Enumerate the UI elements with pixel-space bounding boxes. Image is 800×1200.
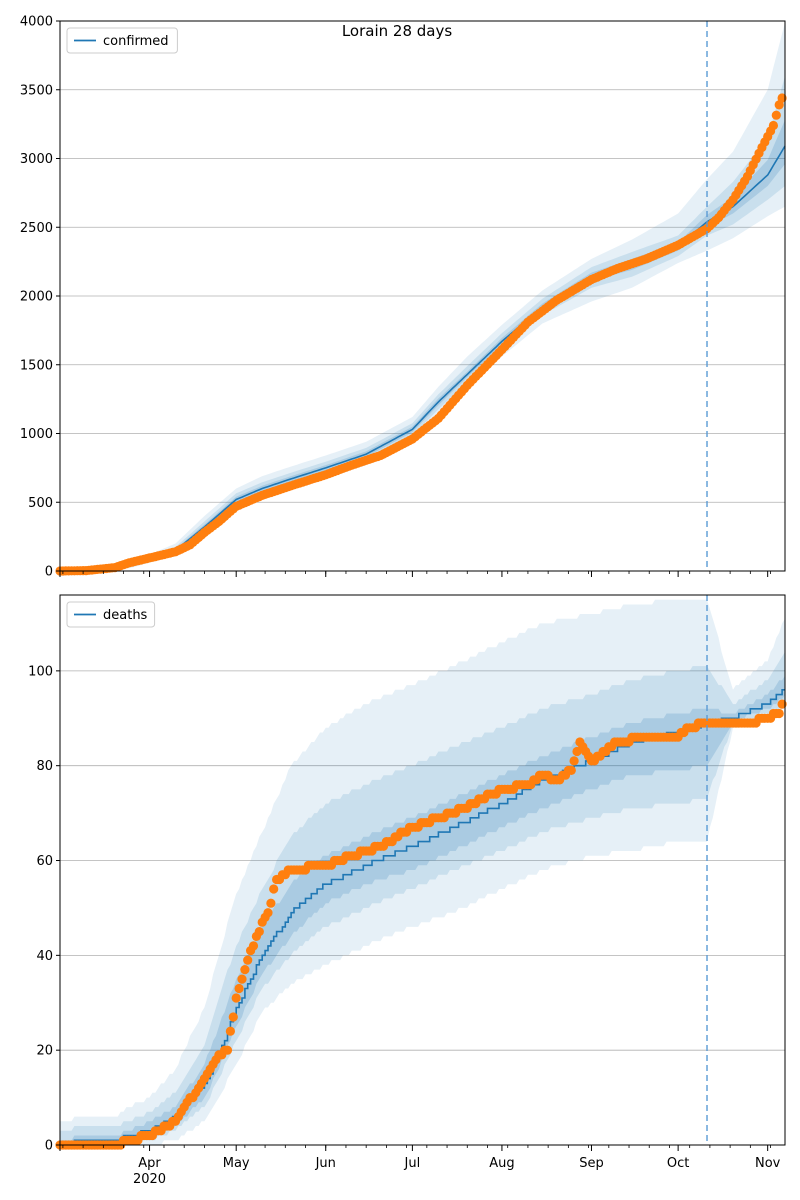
observed-point — [774, 100, 784, 110]
y-tick-label: 500 — [28, 496, 53, 511]
observed-point — [269, 884, 279, 894]
confirmed-panel: 0 500 1000 1500 2000 2500 3000 3500 4000 confirme… — [20, 15, 787, 580]
observed-point — [771, 110, 781, 120]
observed-point — [777, 699, 787, 709]
y-tick-label: 40 — [36, 949, 53, 964]
observed-point — [566, 765, 576, 776]
y-tick-label: 1500 — [20, 358, 53, 373]
observed-point — [222, 1045, 233, 1055]
y-tick-label: 0 — [45, 1139, 53, 1154]
y-tick-label: 20 — [36, 1044, 53, 1059]
y-tick-label: 4000 — [20, 15, 53, 30]
legend-label: confirmed — [103, 34, 169, 49]
confidence-band-outer — [60, 599, 785, 1145]
x-tick-label: Jun — [315, 1156, 336, 1171]
observed-point — [266, 898, 276, 908]
observed-point — [768, 120, 779, 131]
observed-point — [231, 993, 241, 1003]
observed-point — [237, 974, 247, 984]
confidence-band-middle — [60, 651, 785, 1145]
x-tick-label: Nov — [755, 1156, 781, 1171]
x-tick-label: May — [223, 1156, 250, 1171]
observed-point — [263, 908, 273, 918]
legend-label: deaths — [103, 608, 148, 623]
x-tick-label: Apr — [138, 1156, 161, 1171]
observed-point — [234, 983, 244, 994]
observed-point — [243, 955, 253, 965]
y-tick-label: 100 — [28, 664, 53, 679]
x-tick-label: Oct — [667, 1156, 689, 1171]
x-tick-label: Aug — [489, 1156, 514, 1171]
y-tick-label: 60 — [36, 854, 53, 869]
figure-title: Lorain 28 days — [342, 22, 453, 40]
x-year-label: 2020 — [133, 1172, 166, 1187]
y-tick-label: 2500 — [20, 221, 53, 236]
y-tick-label: 2000 — [20, 290, 53, 305]
y-tick-label: 3500 — [20, 83, 53, 98]
observed-point — [225, 1026, 235, 1036]
observed-point — [248, 941, 259, 951]
observed-point — [774, 708, 784, 719]
legend-box — [66, 601, 156, 628]
y-tick-label: 0 — [45, 565, 53, 580]
x-tick-label: Jul — [404, 1156, 421, 1171]
observed-point — [240, 965, 250, 975]
legend-box — [66, 27, 178, 54]
axes-frame — [59, 594, 786, 1146]
observed-point — [228, 1012, 238, 1022]
y-tick-label: 1000 — [20, 427, 53, 442]
observed-point — [777, 93, 787, 103]
x-tick-label: Sep — [579, 1156, 604, 1171]
observed-point — [569, 756, 579, 766]
deaths-panel: 0 20 40 60 80 100 Apr May Jun Jul Aug Sep Oct Nov 2020… — [28, 594, 787, 1187]
observed-point — [254, 927, 264, 937]
y-tick-label: 80 — [36, 759, 53, 774]
y-tick-label: 3000 — [20, 152, 53, 167]
